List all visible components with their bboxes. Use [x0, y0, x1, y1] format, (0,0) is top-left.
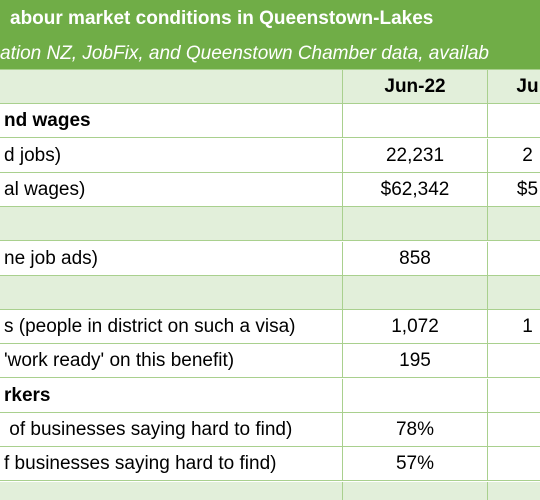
- row-label: ne job ads): [0, 241, 343, 276]
- value-cell: [488, 104, 540, 138]
- table-row: al wages) $62,342 $5: [0, 172, 540, 207]
- value-cell: 858: [343, 241, 488, 276]
- value-cell: [343, 104, 488, 139]
- value-cell: [488, 379, 540, 413]
- row-label: al wages): [0, 172, 343, 207]
- table-row: [0, 481, 540, 500]
- value-cell: 57%: [343, 447, 488, 482]
- value-cell: [488, 276, 540, 310]
- row-label: [0, 481, 343, 500]
- table-row: ne job ads) 858: [0, 241, 540, 276]
- value-cell: [488, 482, 540, 500]
- table-row: [0, 275, 540, 310]
- header-cell: [0, 70, 343, 104]
- row-label: s (people in district on such a visa): [0, 310, 343, 345]
- table-row: rkers: [0, 378, 540, 413]
- row-label: 'work ready' on this benefit): [0, 344, 343, 379]
- row-label: [0, 207, 343, 242]
- column-header: Ju: [488, 70, 540, 104]
- row-label: nd wages: [0, 104, 343, 139]
- value-cell: 1: [488, 310, 540, 344]
- value-cell: [343, 378, 488, 413]
- title: abour market conditions in Queenstown-La…: [0, 0, 540, 38]
- row-label: of businesses saying hard to find): [0, 413, 343, 447]
- value-cell: 2: [488, 139, 540, 173]
- table-row: [0, 207, 540, 242]
- row-label: d jobs): [0, 138, 343, 173]
- value-cell: 1,072: [343, 310, 488, 345]
- row-label: f businesses saying hard to find): [0, 447, 343, 482]
- table-row: 'work ready' on this benefit) 195: [0, 344, 540, 379]
- value-cell: [488, 344, 540, 378]
- value-cell: 195: [343, 344, 488, 379]
- value-cell: $62,342: [343, 172, 488, 207]
- value-cell: 22,231: [343, 138, 488, 173]
- subtitle: ation NZ, JobFix, and Queenstown Chamber…: [0, 38, 540, 70]
- value-cell: [488, 413, 540, 447]
- value-cell: $5: [488, 173, 540, 207]
- table-row: of businesses saying hard to find) 78%: [0, 413, 540, 447]
- value-cell: [343, 207, 488, 242]
- table-row: s (people in district on such a visa) 1,0…: [0, 310, 540, 345]
- value-cell: [488, 242, 540, 276]
- column-header: Jun-22: [343, 70, 488, 104]
- table-row: nd wages: [0, 104, 540, 139]
- value-cell: 78%: [343, 413, 488, 447]
- table-row: f businesses saying hard to find) 57%: [0, 447, 540, 482]
- value-cell: [488, 447, 540, 481]
- value-cell: [343, 275, 488, 310]
- value-cell: [488, 207, 540, 241]
- row-label: rkers: [0, 378, 343, 413]
- row-label: [0, 275, 343, 310]
- value-cell: [343, 481, 488, 500]
- header-row: Jun-22 Ju: [0, 70, 540, 104]
- table-row: d jobs) 22,231 2: [0, 138, 540, 173]
